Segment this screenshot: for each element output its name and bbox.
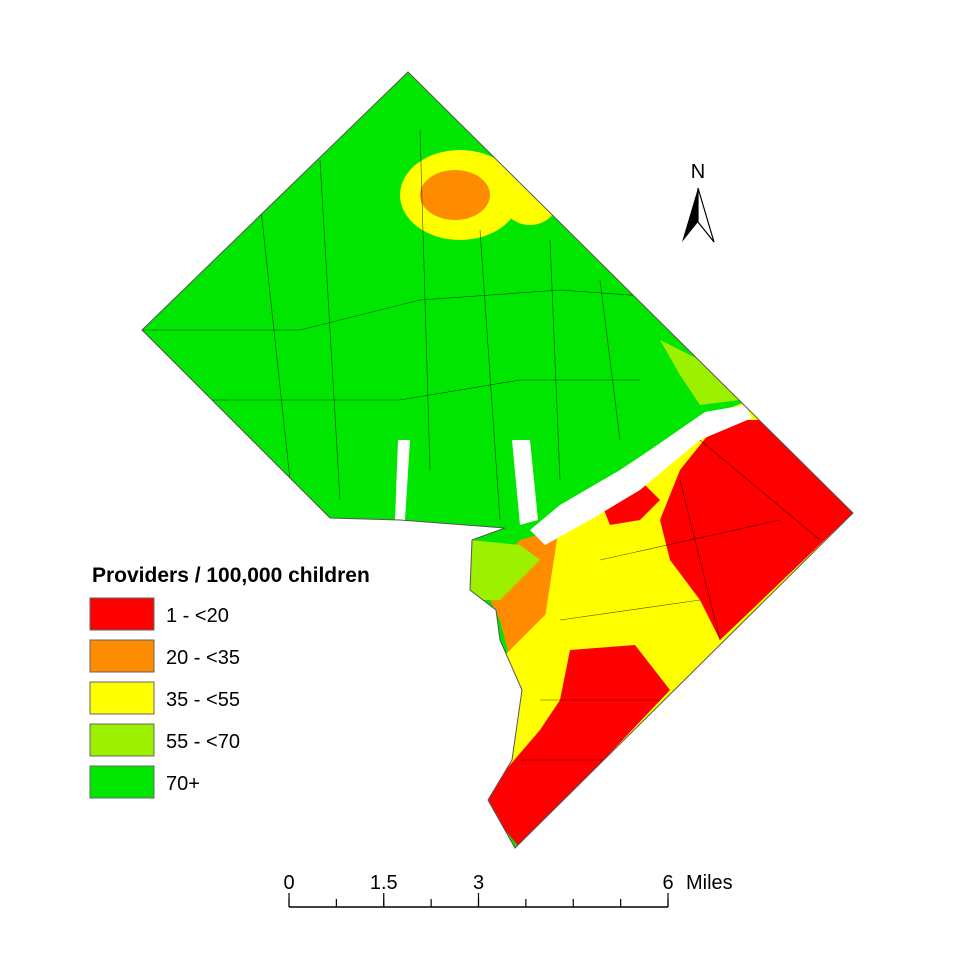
legend-swatch (89, 723, 155, 757)
north-arrow: N (682, 161, 715, 243)
tract-lines (142, 129, 821, 761)
river (530, 405, 752, 545)
legend-label: 20 - <35 (166, 647, 240, 669)
legend: 1 - <20 20 - <35 35 - <55 55 - <70 70+ (89, 597, 240, 799)
legend-title: Providers / 100,000 children (92, 564, 370, 587)
boundary (141, 71, 854, 849)
legend-swatch (89, 639, 155, 673)
scale-label: 0 (283, 872, 294, 894)
region-band (600, 480, 660, 525)
region-band (480, 645, 670, 848)
legend-swatch (89, 765, 155, 799)
north-arrow-right (697, 187, 715, 243)
region-band (660, 420, 853, 640)
region-band (470, 540, 540, 600)
river (512, 440, 538, 525)
scale-unit: Miles (686, 872, 733, 894)
scale-label: 6 (662, 872, 673, 894)
scale-bar: 0 1.5 3 6 Miles (283, 872, 733, 908)
legend-label: 35 - <55 (166, 689, 240, 711)
north-arrow-left (682, 188, 698, 242)
legend-label: 1 - <20 (166, 605, 229, 627)
scale-label: 3 (473, 872, 484, 894)
region-band (420, 170, 490, 220)
scale-label: 1.5 (370, 872, 398, 894)
legend-label: 55 - <70 (166, 731, 240, 753)
river (395, 440, 410, 520)
legend-swatch (89, 597, 155, 631)
legend-swatch (89, 681, 155, 715)
region-band (502, 175, 558, 225)
legend-label: 70+ (166, 773, 200, 795)
north-label: N (691, 161, 705, 183)
region-band (660, 340, 740, 405)
